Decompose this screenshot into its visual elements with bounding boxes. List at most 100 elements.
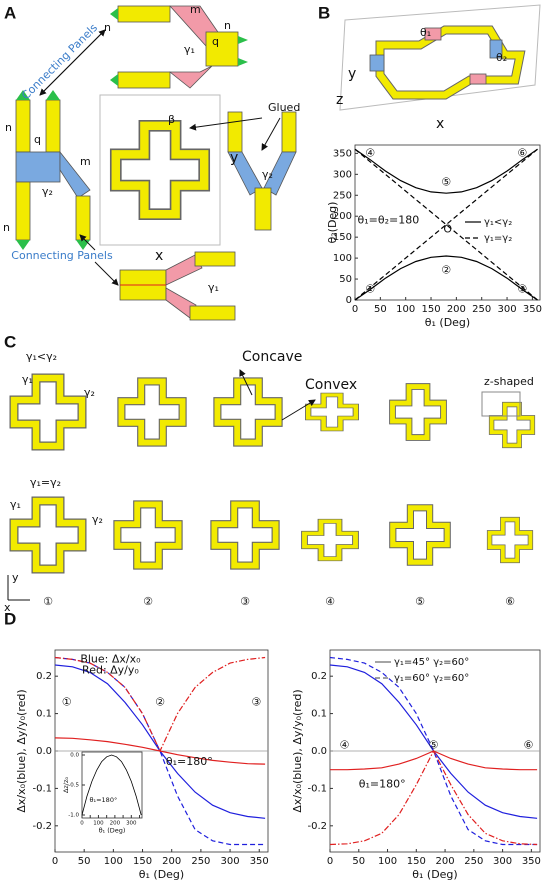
- label: γ₂: [84, 386, 95, 399]
- panel-a-diagram-part: [15, 99, 31, 153]
- annotation: Red: Δy/y₀: [82, 664, 139, 677]
- label: y: [348, 66, 356, 82]
- annotation: Blue: Δx/x₀: [80, 652, 141, 665]
- y-axis-label: θ₂(Deg): [326, 202, 339, 244]
- annotation: Connecting Panels: [11, 249, 113, 262]
- x-tick-label: 100: [104, 856, 123, 867]
- annotation: ⑤: [429, 738, 439, 751]
- y-tick-label: 150: [333, 232, 352, 243]
- label: q: [212, 35, 219, 48]
- panel-c-shapes-part: [308, 395, 356, 429]
- x-tick-label: 100: [378, 856, 397, 867]
- label: γ₁: [22, 373, 33, 386]
- x-tick-label: 300: [221, 856, 240, 867]
- label: θ₂: [496, 51, 507, 64]
- annotation: O: [443, 223, 452, 236]
- state-label: ⑥: [505, 595, 515, 608]
- panel-c-shapes-part: [214, 504, 275, 565]
- y-tick-label: -0.2: [32, 821, 52, 832]
- y-tick-label: 0.0: [70, 753, 79, 759]
- panel-a-diagram-part: [117, 5, 171, 23]
- y-tick-label: 350: [333, 148, 352, 159]
- panel-c-shapes-part: [481, 391, 521, 417]
- label: x: [155, 248, 163, 264]
- y-tick-label: 0.0: [36, 746, 52, 757]
- panel-a-diagram-part: [263, 151, 297, 196]
- y-tick-label: -0.5: [68, 783, 79, 789]
- arrow: [189, 117, 263, 131]
- x-tick-label: 250: [191, 856, 210, 867]
- panel-a-diagram: [15, 5, 297, 321]
- series-line: [329, 749, 538, 846]
- legend-label: γ₁<γ₂: [484, 217, 512, 228]
- annotation: θ₁=180°: [166, 755, 213, 768]
- label: m: [190, 3, 201, 16]
- annotation: θ₁=180°: [90, 796, 118, 804]
- x-tick-label: 200: [436, 856, 455, 867]
- y-tick-label: 100: [333, 253, 352, 264]
- annotation: ①: [365, 283, 375, 296]
- x-tick-label: 350: [250, 856, 269, 867]
- plot-frame: [81, 751, 143, 819]
- panel-c-shapes-part: [14, 501, 82, 569]
- annotation: ⑥: [517, 146, 527, 159]
- arrow: [79, 234, 96, 251]
- arrow: [94, 261, 119, 286]
- annotation: Convex: [305, 377, 357, 393]
- panel-label: C: [4, 332, 16, 351]
- panel-a-diagram-part: [45, 99, 61, 153]
- label: γ₁: [208, 281, 219, 294]
- annotation: θ₁=θ₂=180: [358, 213, 420, 226]
- condition: γ₁=γ₂: [30, 476, 61, 489]
- arrow: [261, 117, 281, 151]
- x-tick-label: 200: [110, 820, 121, 826]
- series-line: [54, 656, 266, 753]
- label: y: [230, 150, 238, 166]
- x-tick-label: 200: [447, 304, 466, 315]
- label: x: [4, 601, 11, 614]
- series-line: [354, 148, 538, 194]
- arrow: [239, 369, 253, 396]
- panel-c-shapes-part: [14, 378, 82, 446]
- legend-label: γ₁=γ₂: [484, 233, 512, 244]
- panel-a-diagram-part: [15, 181, 31, 241]
- panel-c-shapes-part: [393, 387, 444, 438]
- label: θ₁: [420, 26, 431, 39]
- y-axis-label: Δx/x₀(blue), Δy/y₀(red): [15, 689, 28, 812]
- panel-a-diagram-part: [117, 71, 171, 89]
- panel-c-shapes: [7, 378, 533, 601]
- panel-c-shapes-part: [492, 405, 533, 446]
- label: γ₂: [262, 168, 273, 181]
- panel-c-shapes-part: [117, 504, 178, 565]
- panel-a-diagram-part: [165, 254, 203, 286]
- arrow: [39, 29, 106, 96]
- label: n: [5, 121, 12, 134]
- panel-a-diagram-part: [110, 8, 118, 20]
- panel-b-diagram-part: [424, 27, 442, 41]
- annotation: θ₁=180°: [359, 778, 406, 791]
- annotation: ③: [251, 695, 261, 708]
- panel-c-shapes-part: [393, 508, 447, 562]
- state-label: ②: [143, 595, 153, 608]
- panel-a-diagram-part: [99, 94, 221, 246]
- y-tick-label: 300: [333, 169, 352, 180]
- panel-a-diagram-part: [16, 240, 30, 250]
- panel-b-diagram: [339, 4, 541, 111]
- x-axis-label: θ₁ (Deg): [425, 316, 470, 329]
- series-line: [81, 754, 142, 816]
- label: z: [336, 92, 343, 108]
- x-tick-label: 0: [352, 304, 358, 315]
- x-tick-label: 50: [352, 856, 365, 867]
- y-tick-label: 50: [339, 274, 352, 285]
- series-line: [329, 656, 538, 846]
- label: x: [436, 116, 444, 132]
- label: n: [224, 19, 231, 32]
- x-axis-label: θ₁ (Deg): [139, 868, 184, 881]
- state-label: ④: [325, 595, 335, 608]
- panel-a-diagram-part: [16, 90, 30, 100]
- y-tick-label: -0.2: [307, 821, 327, 832]
- y-tick-label: 200: [333, 211, 352, 222]
- x-tick-label: 0: [80, 820, 84, 826]
- x-tick-label: 350: [523, 304, 542, 315]
